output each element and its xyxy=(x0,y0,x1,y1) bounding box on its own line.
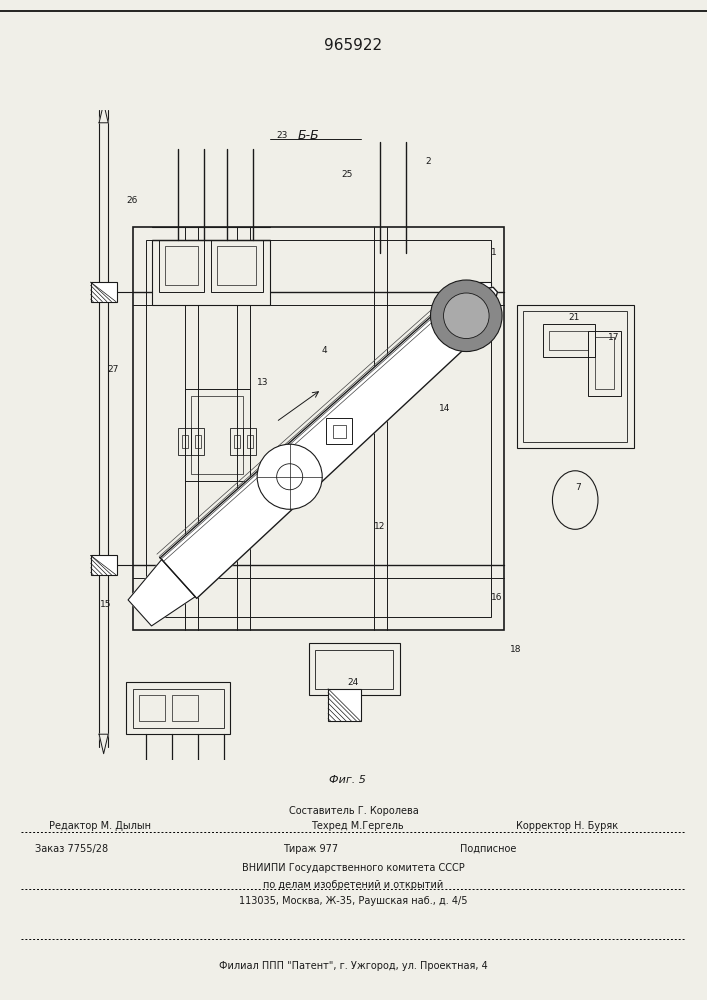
Bar xyxy=(146,240,491,617)
Circle shape xyxy=(443,293,489,339)
Bar xyxy=(543,324,595,357)
Text: Составитель Г. Королева: Составитель Г. Королева xyxy=(288,806,419,816)
Bar xyxy=(159,240,204,292)
Text: 27: 27 xyxy=(107,365,118,374)
Bar xyxy=(464,282,491,302)
Bar xyxy=(172,695,198,721)
Bar xyxy=(153,240,269,305)
Bar xyxy=(328,689,361,721)
Circle shape xyxy=(257,444,322,509)
Bar xyxy=(218,246,257,285)
Bar xyxy=(247,435,253,448)
Circle shape xyxy=(431,280,502,352)
Bar xyxy=(327,418,353,444)
Bar xyxy=(90,282,117,302)
Bar xyxy=(133,689,224,728)
Bar xyxy=(90,555,117,575)
Text: 7: 7 xyxy=(575,483,581,492)
Bar xyxy=(192,428,204,455)
Bar xyxy=(185,389,250,481)
Text: 11: 11 xyxy=(315,463,327,472)
Bar xyxy=(588,331,621,396)
Text: Б-Б: Б-Б xyxy=(298,129,320,142)
Text: Тираж 977: Тираж 977 xyxy=(283,844,338,854)
Bar xyxy=(211,240,263,292)
Text: 17: 17 xyxy=(608,333,619,342)
Bar xyxy=(182,435,188,448)
Text: Редактор М. Дылын: Редактор М. Дылын xyxy=(49,821,151,831)
Text: 14: 14 xyxy=(438,404,450,413)
Text: Фиг. 5: Фиг. 5 xyxy=(329,775,366,785)
Text: Техред М.Гергель: Техред М.Гергель xyxy=(311,821,404,831)
Polygon shape xyxy=(99,103,108,123)
Bar xyxy=(139,695,165,721)
Text: 12: 12 xyxy=(373,522,385,531)
Text: по делам изобретений и открытий: по делам изобретений и открытий xyxy=(264,880,443,890)
Text: Корректор Н. Буряк: Корректор Н. Буряк xyxy=(516,821,618,831)
Text: Подписное: Подписное xyxy=(460,844,516,854)
Text: 26: 26 xyxy=(127,196,138,205)
Text: 21: 21 xyxy=(568,313,580,322)
Text: ВНИИПИ Государственного комитета СССР: ВНИИПИ Государственного комитета СССР xyxy=(242,863,465,873)
Polygon shape xyxy=(128,559,195,626)
Bar xyxy=(243,428,257,455)
Bar xyxy=(127,682,230,734)
Bar xyxy=(595,337,614,389)
Bar xyxy=(192,396,243,474)
Circle shape xyxy=(276,464,303,490)
Bar xyxy=(517,305,633,448)
Bar xyxy=(178,428,192,455)
Bar xyxy=(230,428,243,455)
Bar xyxy=(234,435,240,448)
Text: 2: 2 xyxy=(426,157,431,166)
Bar xyxy=(165,246,198,285)
Text: 13: 13 xyxy=(257,378,268,387)
Text: 1: 1 xyxy=(491,248,496,257)
Text: 4: 4 xyxy=(322,346,327,355)
Polygon shape xyxy=(160,287,498,598)
Text: 16: 16 xyxy=(491,593,502,602)
Text: 15: 15 xyxy=(100,600,112,609)
Bar xyxy=(333,425,346,438)
Text: Филиал ППП "Патент", г. Ужгород, ул. Проектная, 4: Филиал ППП "Патент", г. Ужгород, ул. Про… xyxy=(219,961,488,971)
Text: 23: 23 xyxy=(276,131,287,140)
Text: Заказ 7755/28: Заказ 7755/28 xyxy=(35,844,108,854)
Text: 113035, Москва, Ж-35, Раушская наб., д. 4/5: 113035, Москва, Ж-35, Раушская наб., д. … xyxy=(239,896,468,906)
Bar xyxy=(523,311,627,442)
Bar xyxy=(194,435,201,448)
Ellipse shape xyxy=(552,471,598,529)
Bar xyxy=(549,331,588,350)
Bar xyxy=(133,227,503,630)
Polygon shape xyxy=(99,734,108,754)
Bar xyxy=(308,643,399,695)
Text: 18: 18 xyxy=(510,645,522,654)
Text: 24: 24 xyxy=(348,678,359,687)
Text: 965922: 965922 xyxy=(325,37,382,52)
Bar xyxy=(315,650,393,689)
Text: 25: 25 xyxy=(341,170,352,179)
